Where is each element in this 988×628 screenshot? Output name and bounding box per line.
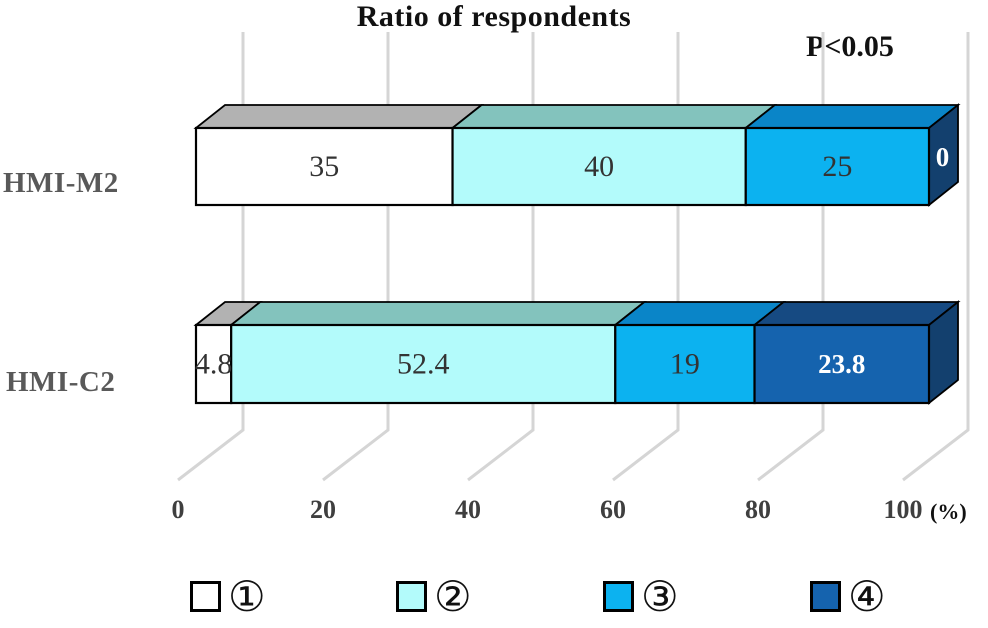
bar-segment-top-face	[751, 301, 961, 326]
axis-unit-label: (%)	[930, 499, 967, 524]
axis-tick-label: 20	[310, 495, 336, 524]
bar-segment	[451, 126, 747, 207]
chart-title: Ratio of respondents	[356, 0, 632, 33]
bar-value-label: 25	[822, 150, 852, 183]
axis-tick-label: 80	[745, 495, 771, 524]
gridline	[902, 32, 970, 482]
bar-segment-top-face	[228, 301, 647, 326]
bar-segment	[614, 323, 756, 405]
axis-tick-label: 40	[455, 495, 481, 524]
gridline	[467, 32, 535, 482]
bar-segment	[744, 126, 931, 207]
gridline	[322, 32, 390, 482]
category-label-hmi-c2: HMI-C2	[6, 366, 116, 398]
bar-value-label: 19	[670, 348, 700, 381]
bar-value-label: 4.8	[195, 348, 233, 381]
bar-segment	[194, 323, 233, 405]
bar-value-label: 0	[936, 142, 950, 172]
bar-segment	[753, 323, 931, 405]
gridline	[177, 32, 245, 482]
bar-segment-top-face	[449, 104, 778, 129]
bar-segment	[230, 323, 617, 405]
axis-tick-label: 100	[884, 495, 923, 524]
bar-value-label: 23.8	[818, 349, 865, 379]
gridline	[612, 32, 680, 482]
bar-segment-top-face	[743, 104, 961, 129]
axis-tick-label: 60	[600, 495, 626, 524]
bar-value-label: 35	[309, 150, 339, 183]
bar-value-label: 52.4	[397, 348, 450, 381]
p-value-annotation: P<0.05	[806, 30, 894, 63]
category-label-hmi-m2: HMI-M2	[3, 167, 119, 199]
bar-value-label: 40	[584, 150, 614, 183]
bar-segment-top-face	[193, 104, 485, 129]
gridline	[757, 32, 825, 482]
axis-tick-label: 0	[172, 495, 185, 524]
